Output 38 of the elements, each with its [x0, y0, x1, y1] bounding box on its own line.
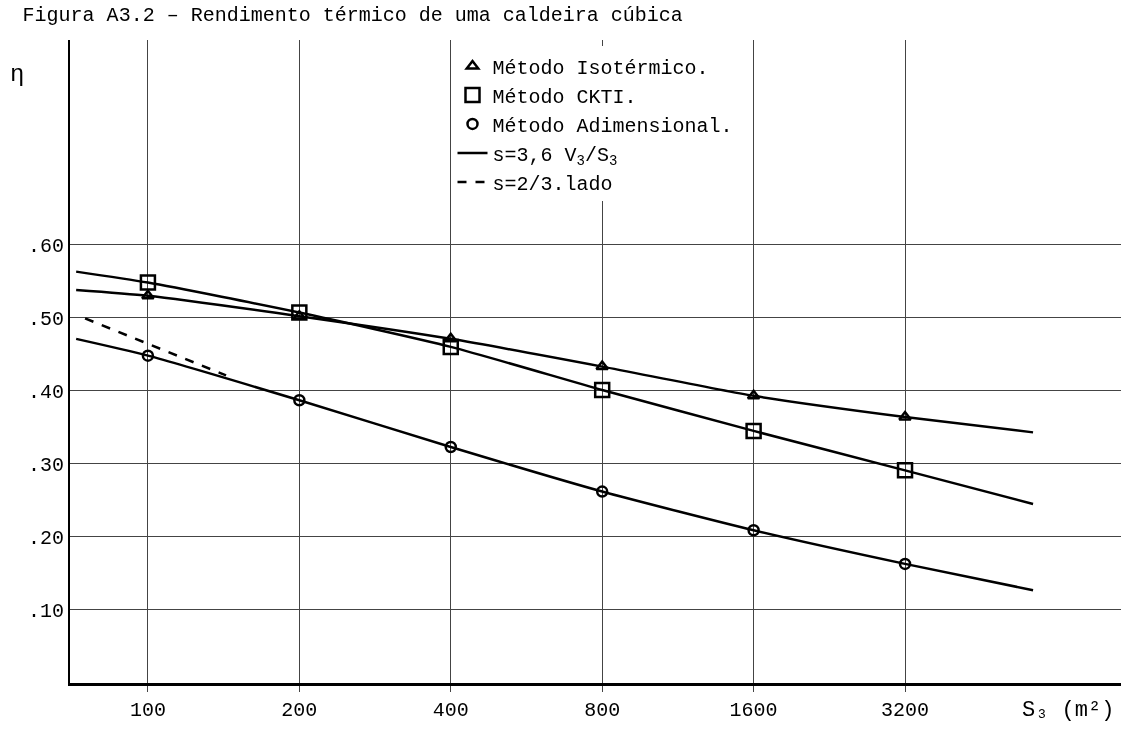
legend-label: Método Adimensional.	[492, 114, 733, 138]
y-tick-label: .40	[27, 380, 64, 404]
y-axis-title: η	[10, 61, 25, 88]
x-axis-title: S₃ (m²)	[1022, 698, 1115, 723]
point	[292, 309, 307, 320]
point	[442, 338, 460, 356]
x-tick-label: 100	[129, 699, 166, 722]
point	[747, 524, 760, 537]
point	[746, 389, 761, 400]
point	[139, 274, 157, 291]
point	[443, 332, 458, 343]
point	[745, 422, 762, 440]
y-tick-label: .60	[27, 234, 64, 258]
point	[140, 289, 155, 300]
point	[595, 485, 609, 498]
point	[444, 440, 458, 454]
y-tick-label: .20	[27, 526, 64, 550]
chart-title: Figura A3.2 – Rendimento térmico de uma caldeira cúbica	[22, 4, 683, 28]
x-tick-label: 3200	[881, 699, 930, 722]
legend-label: s=2/3.lado	[492, 172, 613, 196]
legend-label: s=3,6 V$_{3}$/S$_{3}$	[492, 143, 618, 169]
point	[898, 557, 912, 571]
x-tick-label: 800	[584, 699, 621, 722]
point	[593, 381, 611, 399]
legend-label: Método CKTI.	[492, 85, 637, 109]
y-tick-label: .50	[27, 307, 64, 331]
legend-label: Método Isotérmico.	[492, 56, 709, 80]
point	[898, 410, 913, 421]
x-tick-label: 400	[432, 699, 469, 722]
y-tick-label: .10	[27, 599, 64, 623]
point	[141, 349, 155, 362]
point	[293, 393, 306, 407]
point	[595, 360, 610, 371]
point	[896, 462, 914, 479]
y-tick-label: .30	[27, 453, 64, 477]
x-tick-label: 1600	[729, 699, 778, 722]
point	[291, 304, 308, 321]
x-tick-label: 200	[281, 699, 318, 722]
